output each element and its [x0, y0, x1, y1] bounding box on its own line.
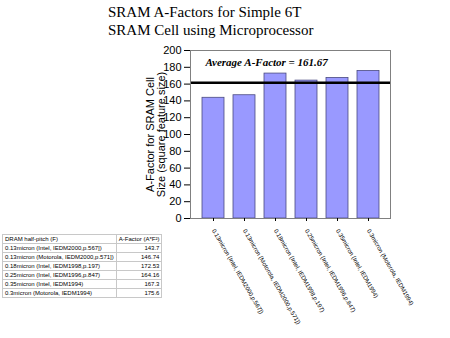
svg-text:20: 20	[169, 195, 181, 207]
svg-text:180: 180	[163, 61, 181, 73]
svg-text:0.18micron (Intel, IEDM1998,p.: 0.18micron (Intel, IEDM1998,p.197)	[273, 228, 326, 313]
svg-text:0.13micron (Intel, IEDM2000,p.: 0.13micron (Intel, IEDM2000,p.567])	[211, 228, 265, 315]
svg-text:A-Factor for SRAM CellSize (sq: A-Factor for SRAM CellSize (square featu…	[144, 72, 167, 197]
svg-text:40: 40	[169, 178, 181, 190]
svg-text:0.3micron (Motorola, IEDM1994): 0.3micron (Motorola, IEDM1994)	[366, 228, 415, 306]
svg-text:0.13micron (Motorola, IEDM2000: 0.13micron (Motorola, IEDM2000,p.571])	[242, 228, 302, 325]
svg-text:80: 80	[169, 145, 181, 157]
svg-text:200: 200	[163, 44, 181, 56]
svg-text:0: 0	[175, 212, 181, 224]
svg-text:Average A-Factor = 161.67: Average A-Factor = 161.67	[205, 56, 329, 68]
svg-text:0.25micron (Intel, IEDM1996,p.: 0.25micron (Intel, IEDM1996,p.847)	[304, 228, 357, 313]
svg-text:60: 60	[169, 162, 181, 174]
